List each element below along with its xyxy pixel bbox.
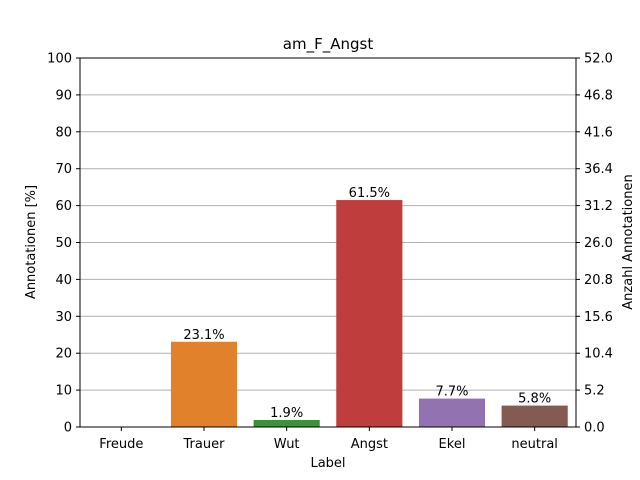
x-axis: Freude Trauer Wut Angst Ekel neutral [99,427,558,452]
bar-wut [253,419,320,427]
y-tick-label: 20 [55,347,72,362]
y-tick-label-right: 15.6 [584,310,613,325]
data-label: 1.9% [270,406,303,421]
y-tick-label: 70 [55,162,72,177]
y-tick-label-right: 46.8 [584,88,613,103]
y-tick-label: 10 [55,384,72,399]
data-label: 23.1% [183,328,224,343]
data-label: 5.8% [518,392,551,407]
y-tick-label: 30 [55,310,72,325]
data-label: 7.7% [435,385,468,400]
right-y-axis: 0.0 5.2 10.4 15.6 20.8 26.0 31.2 36.4 41.6 46.8 52… [576,52,613,436]
x-tick-label: Wut [274,437,300,452]
x-tick-label: Ekel [439,437,466,452]
y-tick-label: 80 [55,125,72,140]
y-tick-label-right: 26.0 [584,236,613,251]
bar-ekel [418,398,486,427]
y-axis-title-left: Annotationen [%] [24,185,39,299]
bar-neutral [501,405,568,427]
y-tick-label-right: 0.0 [584,421,605,436]
bar-angst [336,200,403,427]
data-label: 61.5% [349,186,390,201]
y-tick-label-right: 10.4 [584,347,613,362]
y-tick-label: 60 [55,199,72,214]
x-tick-label: Freude [99,437,143,452]
y-tick-label: 0 [64,421,72,436]
data-labels: 23.1% 1.9% 61.5% 7.7% 5.8% [183,186,551,421]
left-y-axis: 0 10 20 30 40 50 60 70 80 90 100 [47,52,80,436]
bar-trauer [170,341,238,427]
x-axis-title: Label [310,456,345,471]
y-axis-title-right: Anzahl Annotationen [621,174,636,309]
y-tick-label: 100 [47,52,72,67]
y-tick-label-right: 41.6 [584,125,613,140]
y-tick-label-right: 31.2 [584,199,613,214]
y-tick-label-right: 36.4 [584,162,613,177]
y-tick-label: 40 [55,273,72,288]
chart-title: am_F_Angst [283,35,374,54]
y-tick-label-right: 5.2 [584,384,605,399]
bars [170,200,568,427]
x-tick-label: Angst [351,437,388,452]
y-tick-label-right: 20.8 [584,273,613,288]
y-tick-label: 90 [55,88,72,103]
y-tick-label-right: 52.0 [584,52,613,67]
x-tick-label: Trauer [183,437,226,452]
y-tick-label: 50 [55,236,72,251]
x-tick-label: neutral [511,437,558,452]
